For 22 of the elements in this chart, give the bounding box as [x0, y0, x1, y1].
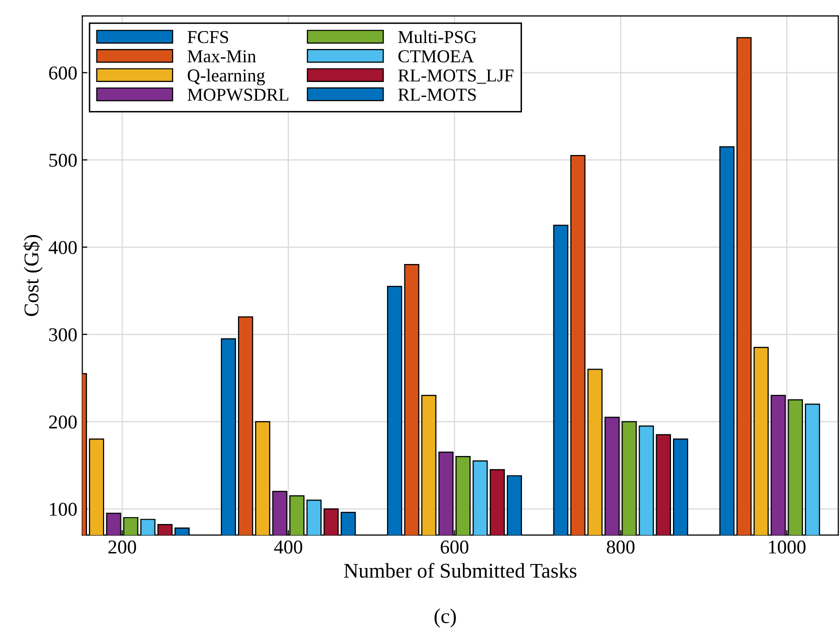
- y-axis-title: Cost (G$): [23, 235, 43, 316]
- legend-label: Max-Min: [188, 50, 256, 62]
- x-tick-label: 1000: [769, 540, 806, 554]
- y-tick-label: 600: [49, 66, 77, 80]
- legend-label: Q-learning: [188, 68, 265, 86]
- x-tick-label: 800: [606, 540, 634, 554]
- legend-label: MOPWSDRL: [188, 88, 288, 101]
- text: (c): [434, 608, 456, 628]
- legend-label: CTMOEA: [398, 50, 474, 62]
- legend-label: FCFS: [188, 31, 228, 44]
- y-tick-label: 300: [49, 328, 77, 342]
- x-tick-label: 200: [108, 540, 136, 554]
- x-axis-title: Number of Submitted Tasks: [344, 562, 576, 578]
- x-tick-label: 600: [440, 540, 468, 554]
- legend-label: RL-MOTS_LJF: [398, 69, 514, 84]
- legend-label: RL-MOTS: [398, 88, 476, 101]
- y-tick-label: 100: [50, 502, 77, 516]
- legend-label: Multi-PSG: [398, 30, 476, 44]
- y-tick-label: 200: [49, 415, 77, 429]
- x-tick-label: 400: [274, 540, 302, 554]
- y-tick-label: 400: [48, 240, 77, 254]
- y-tick-label: 500: [49, 154, 77, 167]
